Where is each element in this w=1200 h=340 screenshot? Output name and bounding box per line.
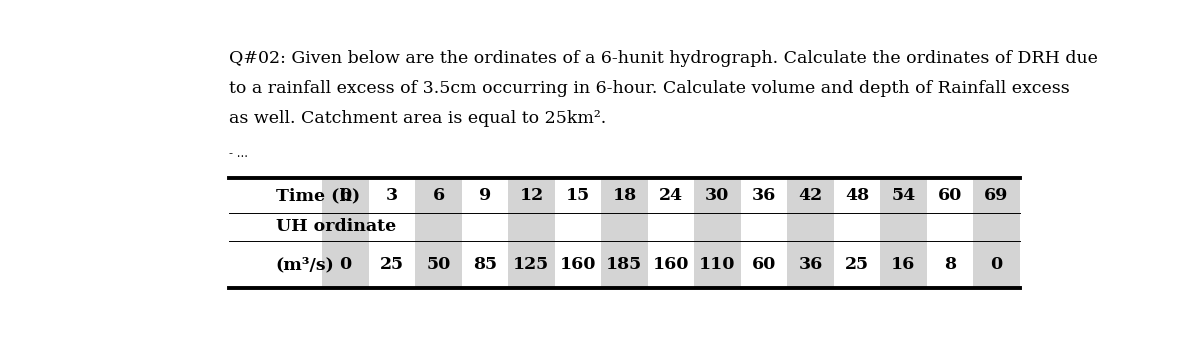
Bar	[740, 178, 787, 288]
Text: as well. Catchment area is equal to 25km².: as well. Catchment area is equal to 25km…	[229, 110, 606, 127]
Bar	[509, 178, 554, 288]
Text: 0: 0	[340, 256, 352, 273]
Text: 110: 110	[700, 256, 736, 273]
Text: 16: 16	[892, 256, 916, 273]
Bar	[926, 178, 973, 288]
Text: Time (h): Time (h)	[276, 187, 360, 204]
Text: 160: 160	[653, 256, 689, 273]
Text: 0: 0	[990, 256, 1002, 273]
Text: 6: 6	[432, 187, 444, 204]
Text: (m³/s): (m³/s)	[276, 256, 335, 273]
Bar	[462, 178, 509, 288]
Bar	[415, 178, 462, 288]
Text: 42: 42	[798, 187, 822, 204]
Text: 3: 3	[386, 187, 398, 204]
Text: 36: 36	[751, 187, 776, 204]
Text: 36: 36	[798, 256, 822, 273]
Bar	[694, 178, 740, 288]
Text: 0: 0	[340, 187, 352, 204]
Text: 25: 25	[845, 256, 869, 273]
Text: 30: 30	[706, 187, 730, 204]
Text: 60: 60	[937, 187, 962, 204]
Text: 15: 15	[566, 187, 590, 204]
Bar	[880, 178, 926, 288]
Bar	[601, 178, 648, 288]
Bar	[554, 178, 601, 288]
Bar	[368, 178, 415, 288]
Text: 25: 25	[380, 256, 404, 273]
Text: 185: 185	[606, 256, 642, 273]
Text: 24: 24	[659, 187, 683, 204]
Text: 12: 12	[520, 187, 544, 204]
Text: 69: 69	[984, 187, 1008, 204]
Text: 54: 54	[892, 187, 916, 204]
Text: - ...: - ...	[229, 147, 248, 160]
Text: 160: 160	[559, 256, 596, 273]
Text: 18: 18	[612, 187, 636, 204]
Text: 50: 50	[426, 256, 451, 273]
Text: 60: 60	[751, 256, 776, 273]
Text: Q#02: Given below are the ordinates of a 6-hunit hydrograph. Calculate the ordin: Q#02: Given below are the ordinates of a…	[229, 50, 1098, 67]
Text: to a rainfall excess of 3.5cm occurring in 6-hour. Calculate volume and depth of: to a rainfall excess of 3.5cm occurring …	[229, 80, 1070, 97]
Text: 8: 8	[944, 256, 956, 273]
Text: 85: 85	[473, 256, 497, 273]
Bar	[834, 178, 880, 288]
Text: 48: 48	[845, 187, 869, 204]
Bar	[648, 178, 694, 288]
Text: 125: 125	[514, 256, 550, 273]
Bar	[973, 178, 1020, 288]
Bar	[787, 178, 834, 288]
Bar	[323, 178, 368, 288]
Text: 9: 9	[479, 187, 491, 204]
Text: UH ordinate: UH ordinate	[276, 218, 396, 235]
